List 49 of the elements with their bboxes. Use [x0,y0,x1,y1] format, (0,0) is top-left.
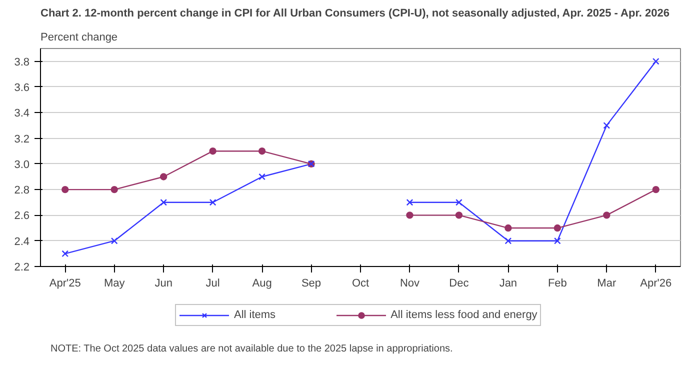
x-tick-label: May [104,278,126,290]
point [160,198,168,206]
point [160,173,168,180]
y-tick-label: 3.0 [14,158,30,171]
point [456,198,462,206]
point [455,212,463,219]
point [110,186,118,194]
point [652,58,660,65]
point [62,186,69,194]
x-tick-label: Jun [154,278,172,290]
x-tick-label: Jan [499,278,518,290]
point [504,237,512,244]
y-tick-label: 2.6 [14,210,30,222]
x-tick-label: Feb [548,278,567,290]
point [110,237,118,244]
point [406,212,414,219]
point [258,147,266,155]
x-tick-label: Nov [400,278,420,290]
point [554,224,562,232]
point [652,186,660,194]
x-tick-label: Jul [206,278,220,290]
y-tick-label: 3.2 [14,133,30,146]
point [504,224,512,232]
x-tick-label: Mar [597,278,616,290]
x-tick-label: Oct [352,278,370,290]
point [554,237,561,244]
y-tick-label: 3.4 [14,108,30,120]
y-tick-label: 3.8 [14,56,30,68]
x-tick-label: Dec [449,278,470,290]
chart-title: Chart 2. 12-month percent change in CPI for All Urban Consumers (CPI-U), not seasonally adjusted, Apr. 2025 - Apr. 2026 [40,8,670,20]
legend-label: All items [234,308,276,322]
y-tick-label: 2.8 [14,184,30,197]
legend-label: All items less food and energy [390,308,538,322]
point [62,250,69,258]
x-tick-label: Apr'25 [49,278,81,290]
y-axis-title: Percent change [40,32,118,44]
point [603,212,610,219]
point [406,198,414,206]
point [258,173,266,180]
point [603,122,610,129]
y-tick-label: 2.2 [14,262,30,274]
x-tick-label: Apr'26 [640,278,672,290]
point [209,147,216,155]
text: NOTE: The Oct 2025 data values are not available due to the 2025 lapse in appropriations. [50,344,453,354]
x-tick-label: Aug [252,278,272,290]
point [209,198,216,206]
y-tick-label: 2.4 [14,236,30,248]
y-tick-label: 3.6 [14,82,30,94]
x-tick-label: Sep [301,278,322,290]
